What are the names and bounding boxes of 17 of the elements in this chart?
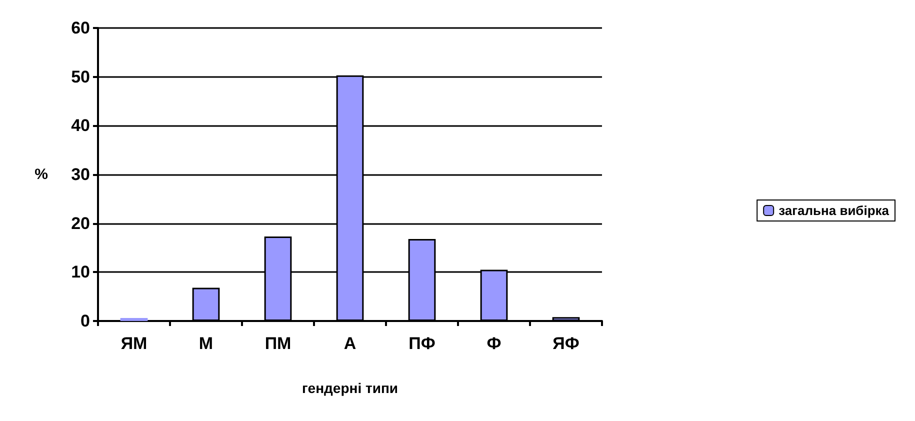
x-tick-label: М — [198, 334, 214, 353]
x-tick-label: ПМ — [264, 334, 292, 353]
y-tick-label: 40 — [71, 116, 90, 136]
y-tick-label: 20 — [71, 214, 90, 233]
legend-label: загальна вибірка — [778, 203, 890, 218]
y-tick-label: 50 — [71, 67, 90, 86]
x-tick-label: А — [344, 334, 356, 353]
x-tick-label: ПФ — [408, 334, 436, 353]
x-tick-label: ЯФ — [552, 334, 580, 353]
x-tick-label: Ф — [486, 334, 502, 353]
y-tick-label: 30 — [71, 165, 90, 184]
y-tick-label: 0 — [80, 312, 90, 330]
y-tick-label: 60 — [71, 18, 90, 38]
y-axis-title: % — [34, 166, 48, 183]
y-tick-label: 10 — [71, 262, 90, 282]
x-axis-title: гендерні типи — [302, 380, 398, 396]
x-tick-label: ЯМ — [120, 334, 148, 353]
